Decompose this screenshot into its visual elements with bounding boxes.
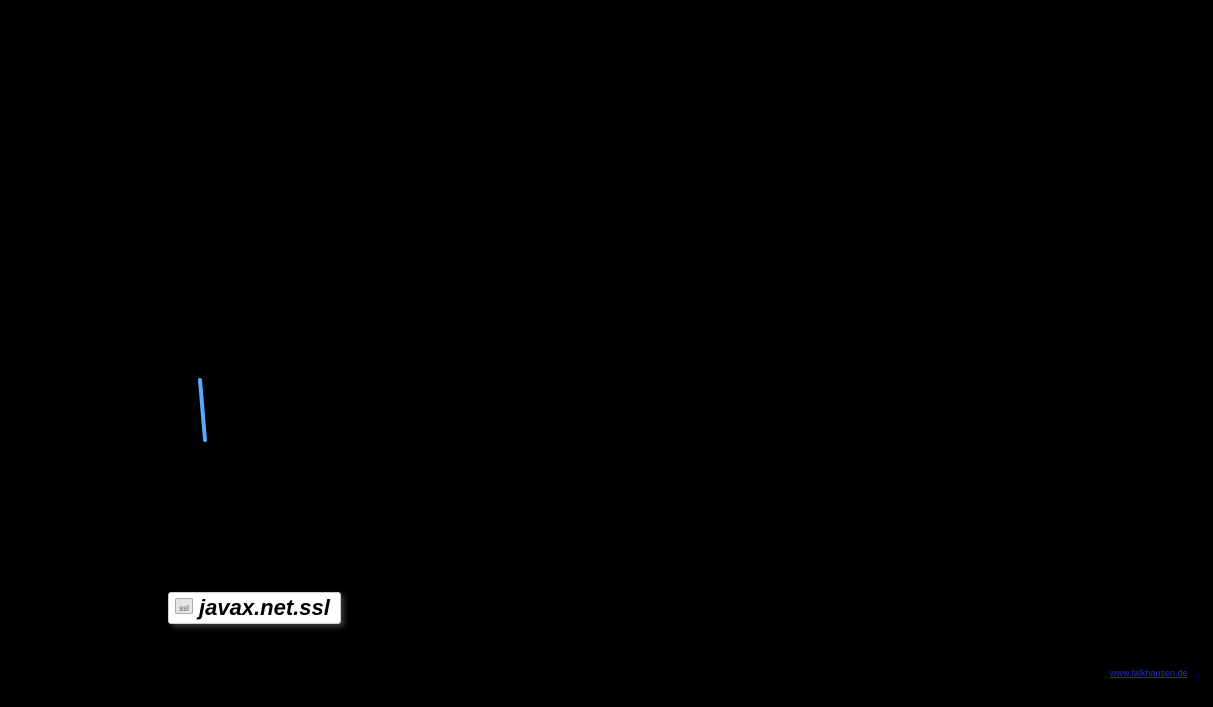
package-label: javax.net.ssl [168,592,341,624]
credit-text: www.falkhausen.de [1110,668,1188,678]
credit-link[interactable]: www.falkhausen.de [1110,668,1188,678]
diagram-canvas: javax.net.ssl www.falkhausen.de [0,0,1213,707]
package-name: javax.net.ssl [199,595,330,620]
